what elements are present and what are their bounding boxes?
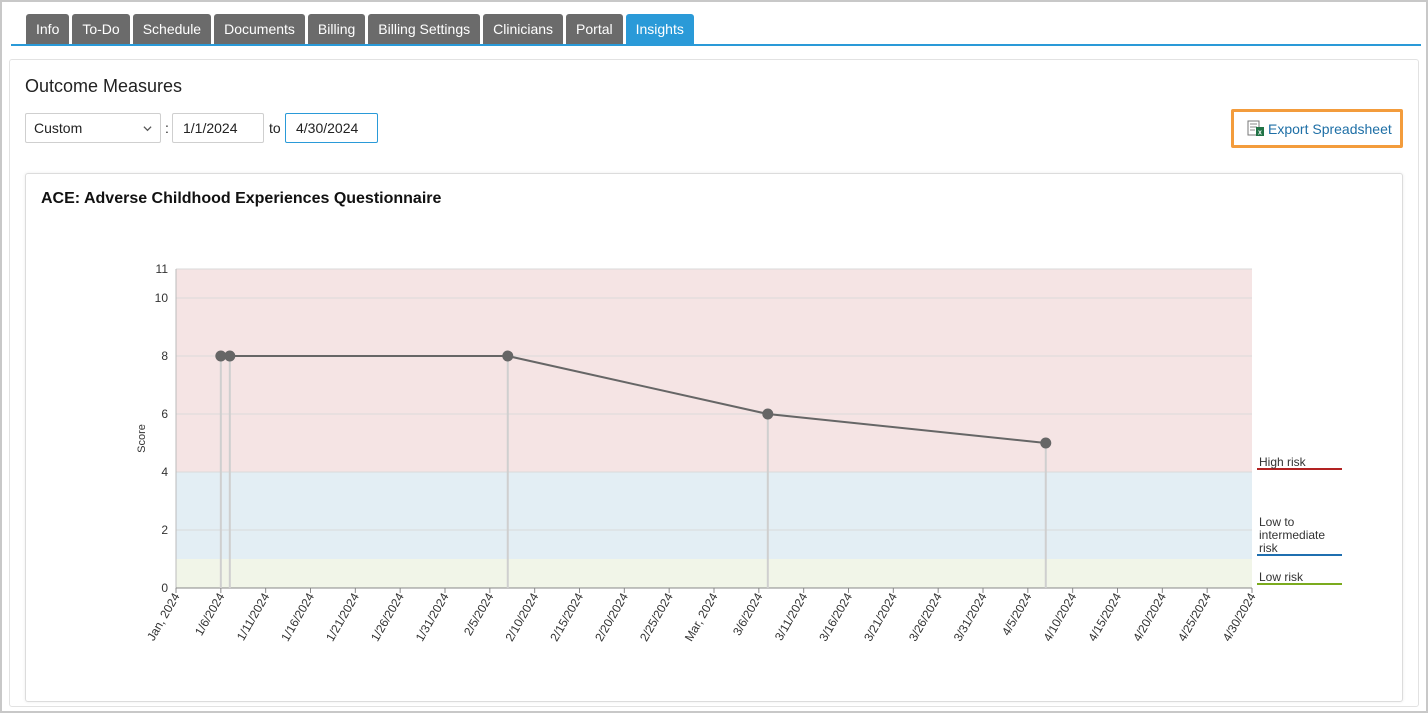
tab-portal[interactable]: Portal bbox=[566, 14, 623, 44]
export-spreadsheet-button[interactable]: x Export Spreadsheet bbox=[1231, 109, 1403, 148]
tab-bar: Info To-Do Schedule Documents Billing Bi… bbox=[26, 14, 694, 44]
date-range-select[interactable]: Custom bbox=[25, 113, 161, 143]
tab-underline bbox=[11, 44, 1421, 46]
chart-title: ACE: Adverse Childhood Experiences Quest… bbox=[41, 190, 442, 207]
to-label: to bbox=[269, 120, 281, 136]
tab-billing-settings[interactable]: Billing Settings bbox=[368, 14, 481, 44]
date-range-select-value: Custom bbox=[34, 120, 83, 136]
tab-billing[interactable]: Billing bbox=[307, 14, 366, 44]
svg-text:x: x bbox=[1258, 130, 1262, 137]
spreadsheet-icon: x bbox=[1247, 120, 1264, 137]
tab-clinicians[interactable]: Clinicians bbox=[483, 14, 564, 44]
tab-documents[interactable]: Documents bbox=[214, 14, 305, 44]
tab-info[interactable]: Info bbox=[26, 14, 70, 44]
end-date-field[interactable] bbox=[285, 113, 378, 143]
tab-todo[interactable]: To-Do bbox=[72, 14, 130, 44]
start-date-field[interactable] bbox=[172, 113, 264, 143]
tab-insights[interactable]: Insights bbox=[625, 14, 694, 44]
page-title: Outcome Measures bbox=[25, 76, 183, 96]
export-spreadsheet-label: Export Spreadsheet bbox=[1268, 120, 1392, 137]
tab-schedule[interactable]: Schedule bbox=[132, 14, 212, 44]
range-separator: : bbox=[165, 120, 169, 136]
chart-card bbox=[25, 173, 1403, 702]
chevron-down-icon bbox=[143, 126, 152, 132]
